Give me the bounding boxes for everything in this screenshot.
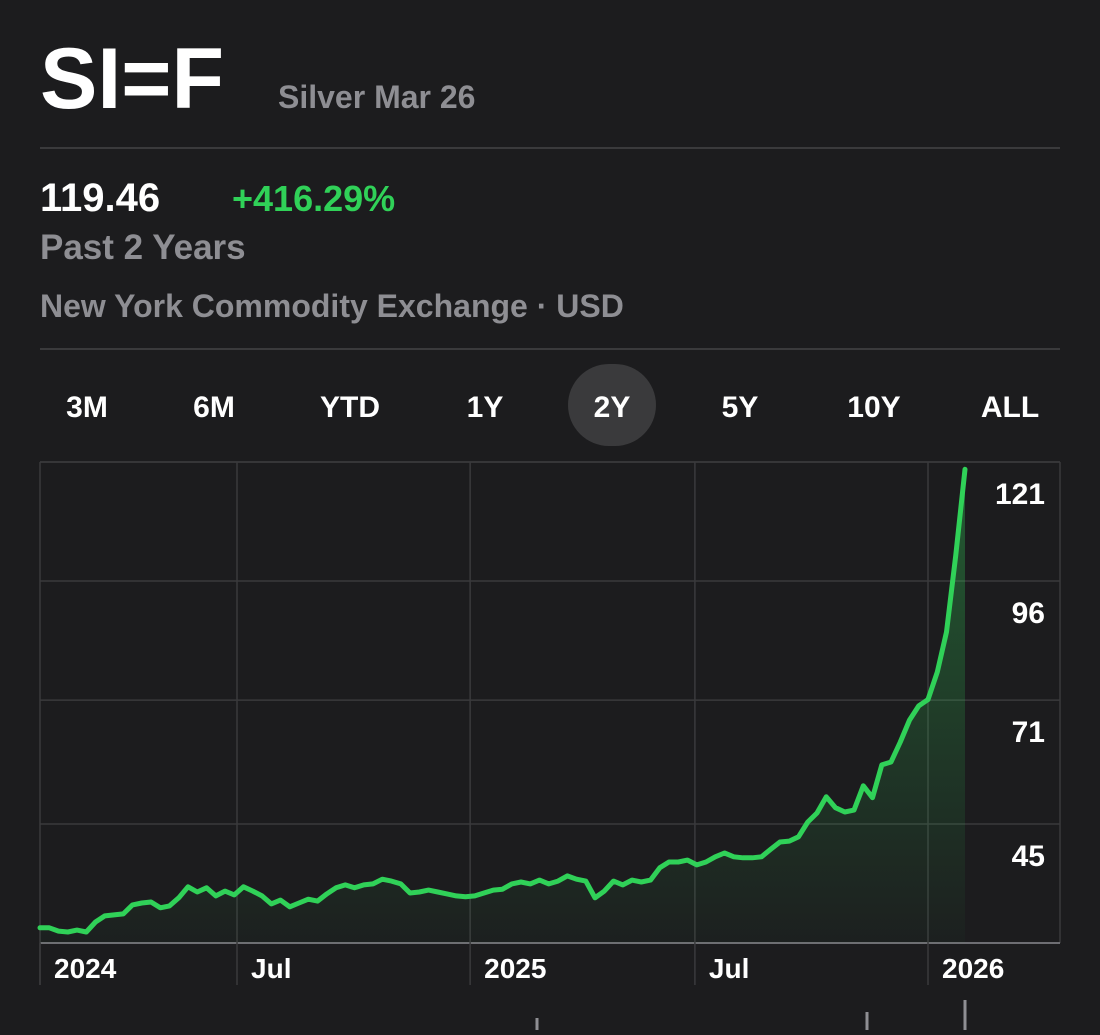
y-tick-label: 45 [1012, 840, 1045, 873]
price-line [37, 466, 968, 935]
y-tick-label: 121 [995, 478, 1045, 511]
price: 119.46 [40, 176, 160, 220]
range-tab[interactable]: 3M [66, 391, 108, 424]
tab-selected-bg [568, 364, 656, 446]
x-tick-label: 2026 [942, 953, 1004, 984]
chart: 45 71 96 121 2024 Jul 2025 Jul 2026 [37, 461, 1061, 985]
period: Past 2 Years [40, 228, 246, 267]
range-tab[interactable]: 10Y [847, 391, 900, 424]
range-tab[interactable]: 2Y [594, 391, 631, 424]
x-tick-label: Jul [709, 953, 749, 984]
x-tick-label: 2024 [54, 953, 117, 984]
x-tick-label: Jul [251, 953, 291, 984]
x-tick-label: 2025 [484, 953, 546, 984]
range-tab[interactable]: YTD [320, 391, 380, 424]
change: +416.29% [232, 178, 395, 219]
range-tab[interactable]: ALL [981, 391, 1039, 424]
range-tabs: 3M 6M YTD 1Y 2Y 5Y 10Y ALL [66, 364, 1039, 446]
y-tick-label: 96 [1012, 597, 1045, 630]
instrument-name: Silver Mar 26 [278, 79, 475, 115]
y-tick-label: 71 [1012, 716, 1045, 749]
exchange: New York Commodity Exchange · USD [40, 288, 624, 324]
symbol: SI=F [40, 31, 224, 127]
area [40, 469, 965, 943]
range-tab[interactable]: 5Y [722, 391, 759, 424]
range-tab[interactable]: 6M [193, 391, 235, 424]
range-tab[interactable]: 1Y [467, 391, 504, 424]
